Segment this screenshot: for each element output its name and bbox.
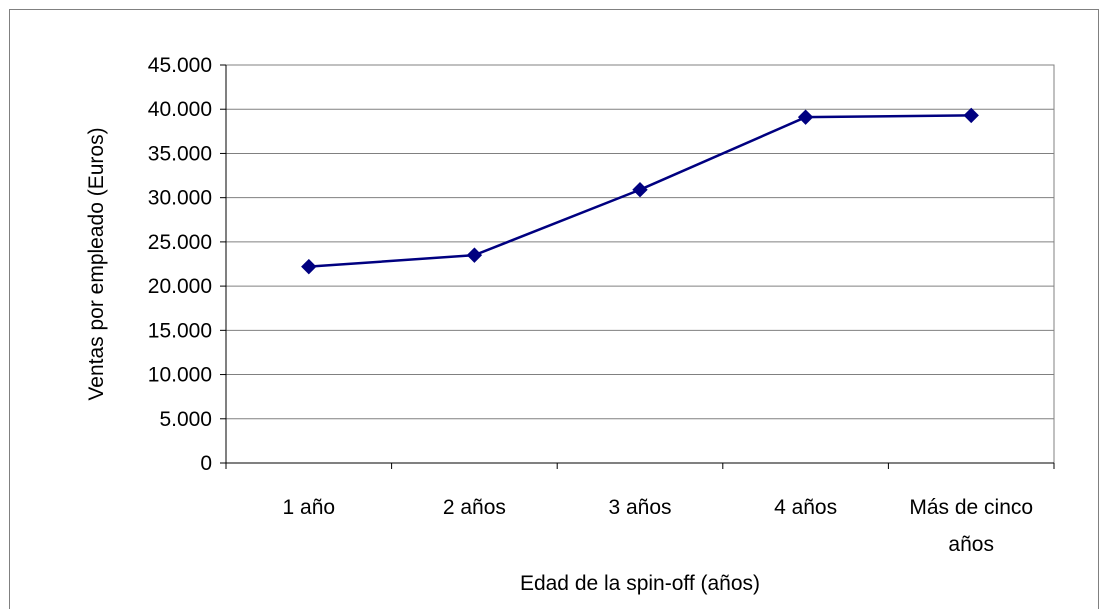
x-tick-label: 2 años [443,496,506,519]
y-tick-label: 45.000 [148,54,212,77]
data-point-marker [797,109,814,125]
y-tick-label: 25.000 [148,231,212,254]
x-tick-label: 1 año [283,496,336,519]
x-tick-label: 4 años [774,496,837,519]
series [301,107,979,275]
y-tick-label: 30.000 [148,187,212,210]
y-tick-label: 15.000 [148,319,212,342]
y-axis-title: Ventas por empleado (Euros) [85,127,108,400]
data-point-marker [301,258,317,275]
data-point-marker [632,181,648,198]
data-point-marker [963,107,979,124]
data-point-marker [466,247,483,263]
x-tick-label: 3 años [608,496,671,519]
chart-frame [9,9,1099,609]
x-axis-title: Edad de la spin-off (años) [520,572,760,595]
axes [220,64,1055,469]
y-tick-label: 0 [200,452,212,475]
y-tick-label: 10.000 [148,364,212,387]
gridlines [226,64,1054,420]
y-tick-label: 35.000 [148,142,212,165]
y-tick-labels: 0 5.000 10.000 15.000 20.000 25.000 30.000 35.0… [148,54,212,475]
x-tick-labels: 1 año 2 años 3 años 4 años Más de cinco años [283,496,1034,556]
x-tick-label: años [948,533,994,556]
y-tick-label: 5.000 [159,408,212,431]
y-tick-label: 20.000 [148,275,212,298]
x-tick-label: Más de cinco [909,496,1033,519]
y-tick-label: 40.000 [148,98,212,121]
